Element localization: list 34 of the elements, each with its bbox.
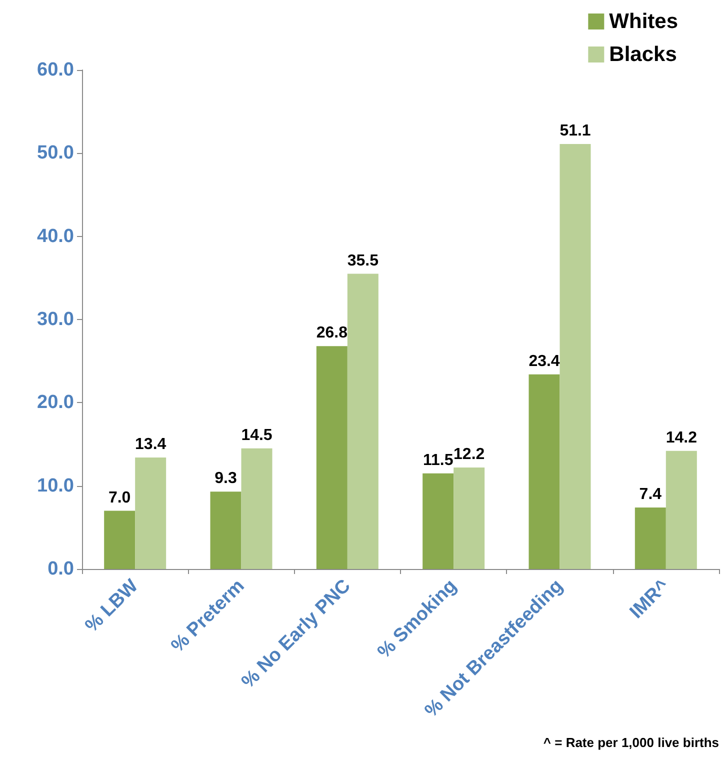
text: 12.2	[454, 446, 485, 464]
legend-label: Blacks	[609, 43, 677, 66]
bar	[241, 448, 272, 569]
y-tick-label: 30.0	[37, 309, 74, 330]
bar	[666, 450, 697, 569]
bar	[316, 346, 348, 569]
text: 14.2	[666, 429, 697, 446]
bar	[528, 374, 560, 569]
y-tick-label: 10.0	[37, 475, 74, 496]
y-tick-label: 60.0	[37, 60, 74, 80]
text: 11.5	[422, 452, 454, 469]
y-tick-label: 0.0	[48, 558, 74, 580]
text: 26.8	[316, 324, 348, 342]
text: 7.4	[639, 486, 662, 503]
bar	[135, 458, 166, 569]
text: 7.0	[108, 489, 131, 506]
bar	[422, 473, 454, 569]
y-tick-label: 20.0	[37, 392, 74, 414]
text: ^ = Rate per 1,000 live births	[543, 735, 720, 750]
text: 23.4	[528, 352, 560, 370]
legend-label: Whites	[609, 10, 678, 33]
text: 13.4	[135, 436, 166, 454]
bar	[634, 507, 666, 569]
text: 9.3	[214, 470, 237, 488]
text: 51.1	[560, 122, 591, 140]
y-tick-label: 40.0	[37, 226, 74, 247]
bar	[104, 510, 136, 569]
text: 14.5	[241, 426, 272, 444]
bar	[454, 468, 485, 569]
bar	[560, 144, 591, 569]
bar	[210, 492, 242, 569]
y-tick-label: 50.0	[37, 142, 74, 164]
bar	[347, 274, 378, 569]
text: 35.5	[347, 252, 378, 270]
